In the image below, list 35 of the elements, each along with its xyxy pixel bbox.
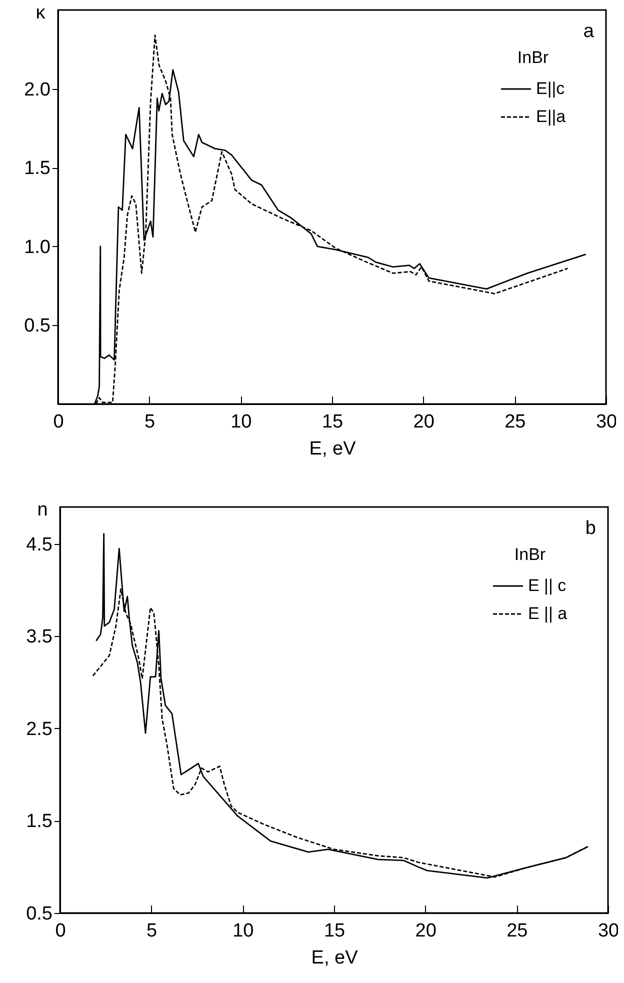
x-tick-label: 10 (230, 412, 252, 432)
y-tick-label: 0.5 (26, 904, 52, 924)
y-axis-title: n (37, 500, 48, 520)
legend-label: E||c (536, 79, 566, 98)
legend-label: E||a (536, 107, 566, 126)
x-tick-label: 15 (324, 920, 346, 942)
x-tick-label: 25 (506, 920, 528, 942)
x-tick-label: 20 (415, 920, 436, 942)
legend-title: InBr (517, 48, 549, 67)
x-tick-label: 20 (413, 412, 434, 432)
x-tick-label: 0 (53, 412, 64, 432)
x-tick-label: 0 (55, 920, 66, 942)
y-tick-label: 4.5 (26, 534, 52, 556)
y-tick-label: 1.5 (24, 158, 50, 180)
y-tick-label: 3.5 (26, 626, 52, 648)
legend-label: E || c (528, 576, 567, 595)
y-tick-label: 1.5 (26, 811, 52, 832)
y-tick-label: 0.5 (24, 316, 50, 337)
y-axis-title: κ (36, 2, 46, 24)
legend-label: E || a (528, 604, 568, 623)
y-tick-label: 2.5 (26, 718, 52, 740)
y-tick-label: 2.0 (24, 79, 50, 100)
x-axis-title: E, eV (311, 948, 358, 968)
annotation: a (583, 21, 594, 42)
x-tick-label: 10 (232, 920, 254, 942)
x-tick-label: 30 (598, 920, 620, 942)
x-tick-label: 25 (504, 412, 526, 432)
annotation: b (585, 518, 596, 539)
x-tick-label: 5 (144, 412, 156, 432)
x-tick-label: 15 (322, 412, 344, 432)
x-axis-title: E, eV (309, 438, 356, 460)
y-tick-label: 1.0 (24, 236, 50, 258)
x-tick-label: 5 (146, 920, 158, 942)
x-tick-label: 30 (596, 412, 618, 432)
legend-title: InBr (514, 545, 546, 564)
